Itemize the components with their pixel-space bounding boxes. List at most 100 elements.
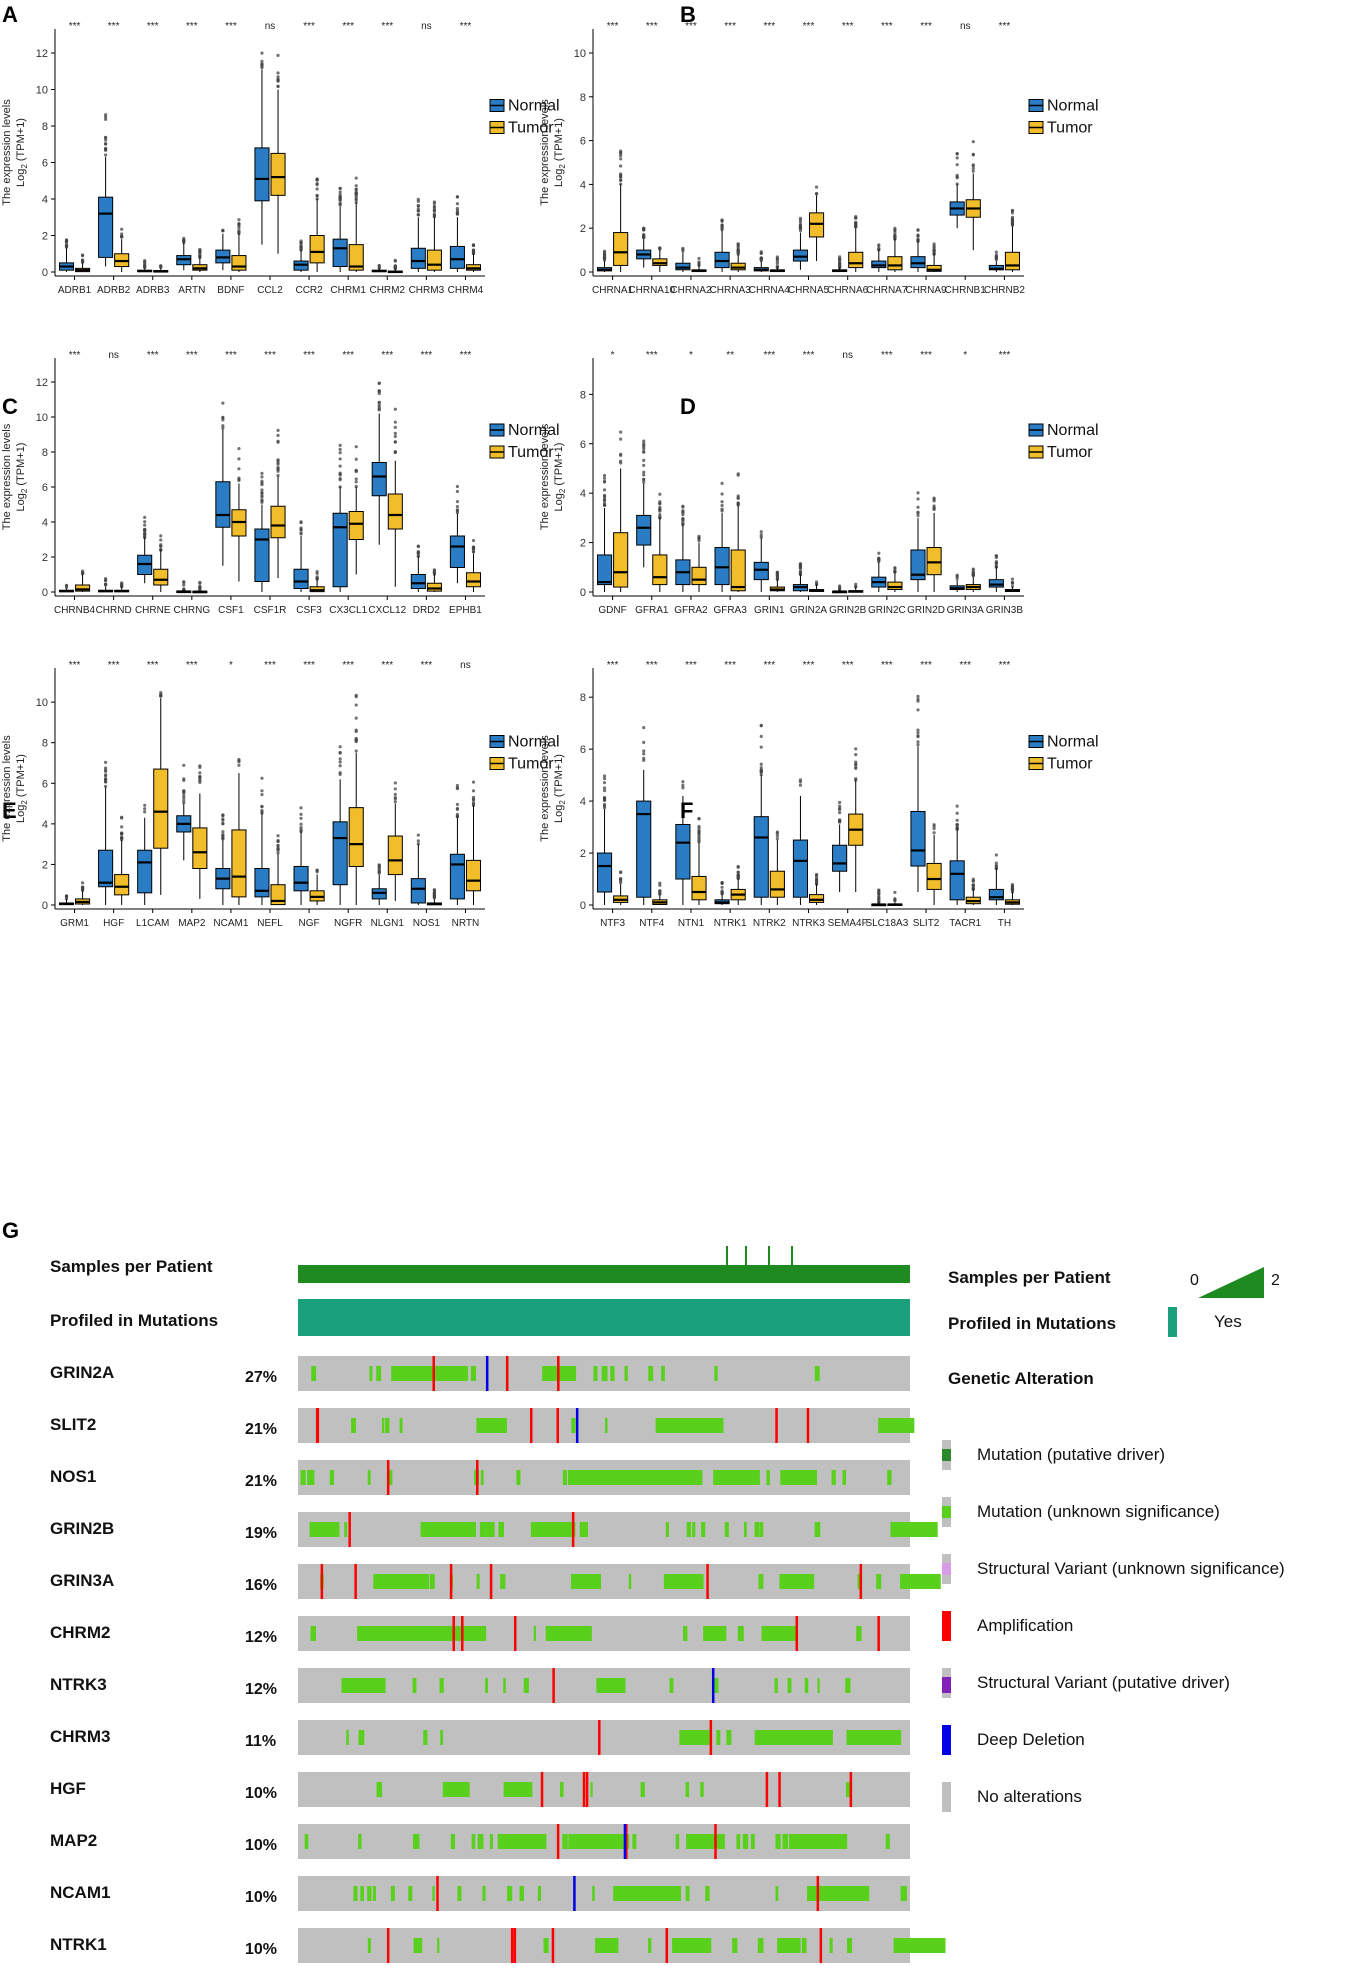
mutation-mark xyxy=(329,1470,334,1485)
normal-box xyxy=(410,574,426,589)
legend-item-swatch xyxy=(942,1725,951,1755)
normal-box xyxy=(371,462,387,497)
outlier-point xyxy=(471,789,476,793)
significance-label: ns xyxy=(421,21,432,32)
significance-label: *** xyxy=(607,21,619,32)
legend-samples-min: 0 xyxy=(1190,1272,1199,1289)
normal-box xyxy=(98,196,114,258)
amplification-mark xyxy=(819,1928,823,1963)
mutation-mark xyxy=(807,1886,870,1901)
x-tick-label: GRIN2B xyxy=(829,605,867,616)
x-tick-label: CHRNA3 xyxy=(710,285,752,296)
y-tick-label: 2 xyxy=(42,859,48,871)
normal-box xyxy=(449,535,465,568)
amplification-mark xyxy=(706,1564,709,1599)
mutation-mark xyxy=(887,1470,892,1485)
outlier-point xyxy=(877,897,881,901)
outlier-point xyxy=(658,492,662,496)
outlier-point xyxy=(354,190,358,194)
mutation-mark xyxy=(686,1522,691,1537)
tumor-box xyxy=(426,249,442,271)
outlier-point xyxy=(221,822,225,826)
outlier-point xyxy=(955,822,959,827)
outlier-point xyxy=(642,227,646,231)
deep-deletion-mark xyxy=(485,1356,489,1391)
tumor-box xyxy=(153,568,169,586)
amplification-mark xyxy=(665,1928,669,1963)
deep-deletion-mark xyxy=(711,1668,715,1703)
outlier-point xyxy=(393,781,397,785)
panel-letter: D xyxy=(680,394,696,419)
normal-box xyxy=(988,579,1004,588)
outlier-point xyxy=(971,152,975,156)
outlier-point xyxy=(432,572,436,576)
mutation-mark xyxy=(713,1470,760,1485)
x-tick-label: GFRA2 xyxy=(674,605,708,616)
outlier-point xyxy=(143,265,147,269)
outlier-point xyxy=(393,450,397,454)
outlier-point xyxy=(354,469,358,474)
outlier-point xyxy=(838,811,842,815)
outlier-point xyxy=(104,777,108,781)
mutation-mark xyxy=(595,1938,619,1953)
tumor-box xyxy=(848,251,864,269)
significance-label: *** xyxy=(646,21,658,32)
outlier-point xyxy=(932,496,936,500)
outlier-point xyxy=(221,830,225,834)
gene-percent: 21% xyxy=(245,1421,277,1438)
x-tick-label: CSF1R xyxy=(254,605,287,616)
outlier-point xyxy=(182,583,186,587)
outlier-point xyxy=(80,253,85,257)
x-tick-label: NTN1 xyxy=(678,918,705,929)
outlier-point xyxy=(299,521,303,525)
outlier-point xyxy=(354,749,358,753)
mutation-mark xyxy=(801,1938,807,1953)
outlier-point xyxy=(471,801,476,805)
outlier-point xyxy=(798,783,803,787)
outlier-point xyxy=(916,497,920,501)
outlier-point xyxy=(338,764,342,768)
amplification-mark xyxy=(510,1928,514,1963)
outlier-point xyxy=(955,573,959,577)
outlier-point xyxy=(916,740,920,744)
outlier-point xyxy=(393,265,397,269)
outlier-point xyxy=(759,533,763,537)
x-tick-label: GRIN3B xyxy=(986,605,1024,616)
mutation-mark xyxy=(637,1886,642,1901)
gene-label: CHRM3 xyxy=(50,1727,110,1746)
mutation-mark xyxy=(856,1626,862,1641)
outlier-point xyxy=(276,839,280,844)
outlier-point xyxy=(916,491,920,495)
amplification-mark xyxy=(505,1356,509,1391)
outlier-point xyxy=(759,772,763,777)
mutation-mark xyxy=(686,1834,693,1849)
x-tick-label: SLC18A3 xyxy=(865,918,908,929)
outlier-point xyxy=(455,807,460,811)
outlier-point xyxy=(354,716,358,720)
tumor-box xyxy=(887,256,903,271)
outlier-point xyxy=(932,506,936,510)
outlier-point xyxy=(1010,581,1015,585)
significance-label: *** xyxy=(342,660,354,671)
significance-label: *** xyxy=(881,21,893,32)
deep-deletion-mark xyxy=(575,1408,579,1443)
outlier-point xyxy=(658,246,662,250)
mutation-mark xyxy=(590,1782,593,1797)
outlier-point xyxy=(916,513,920,518)
mutation-mark xyxy=(691,1938,697,1953)
outlier-point xyxy=(354,184,358,188)
mutation-mark xyxy=(675,1834,680,1849)
outlier-point xyxy=(221,228,225,233)
x-tick-label: CHRNA10 xyxy=(628,285,675,296)
outlier-point xyxy=(642,756,646,760)
amplification-mark xyxy=(806,1408,810,1443)
outlier-point xyxy=(854,224,858,229)
mutation-mark xyxy=(688,1730,692,1745)
panel-f: F 0 2 4 6 8 The expression levels Log2 (TPM+1) N… xyxy=(539,660,1099,929)
outlier-point xyxy=(159,690,163,695)
outlier-point xyxy=(416,833,420,837)
y-tick-label: 10 xyxy=(36,412,48,424)
significance-label: *** xyxy=(264,350,276,361)
mutation-mark xyxy=(413,1938,418,1953)
outlier-point xyxy=(338,195,342,200)
